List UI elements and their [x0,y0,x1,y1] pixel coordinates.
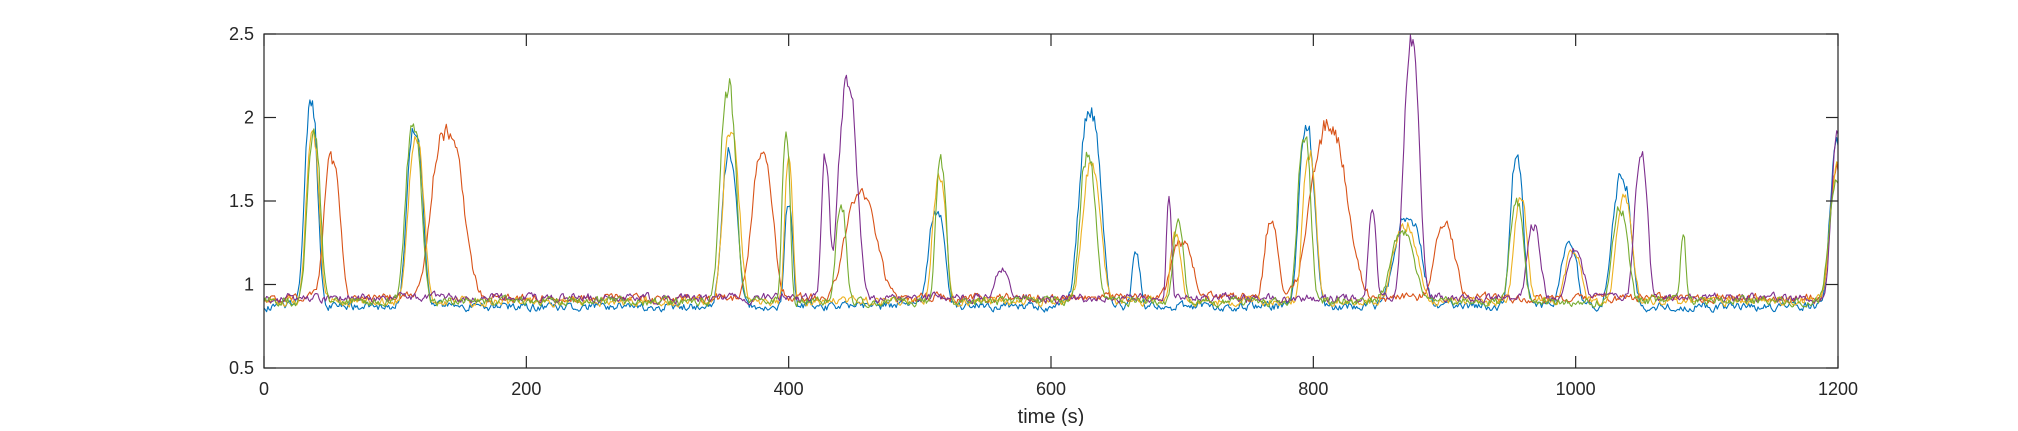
series-line-5 [263,78,1839,309]
x-tick-label: 0 [259,379,269,399]
x-tick-label: 800 [1298,379,1328,399]
tick-layer: 0 200 400 600 800 1000 1200 0.5 1 1.5 2 2.5 [229,24,1858,399]
y-tick-label: 2 [244,108,254,128]
y-tick-label: 1.5 [229,191,254,211]
y-tick-label: 2.5 [229,24,254,44]
series-line-4 [263,34,1839,306]
series-line-1 [263,99,1839,313]
x-tick-label: 400 [774,379,804,399]
y-tick-label: 1 [244,275,254,295]
x-tick-label: 200 [511,379,541,399]
series-line-3 [263,130,1839,308]
x-tick-label: 1200 [1818,379,1858,399]
plot-frame [263,33,1839,369]
x-tick-label: 1000 [1556,379,1596,399]
x-tick-label: 600 [1036,379,1066,399]
series-layer [263,34,1839,313]
series-line-2 [263,118,1839,305]
x-axis-title: time (s) [1018,406,1085,426]
y-tick-label: 0.5 [229,358,254,378]
